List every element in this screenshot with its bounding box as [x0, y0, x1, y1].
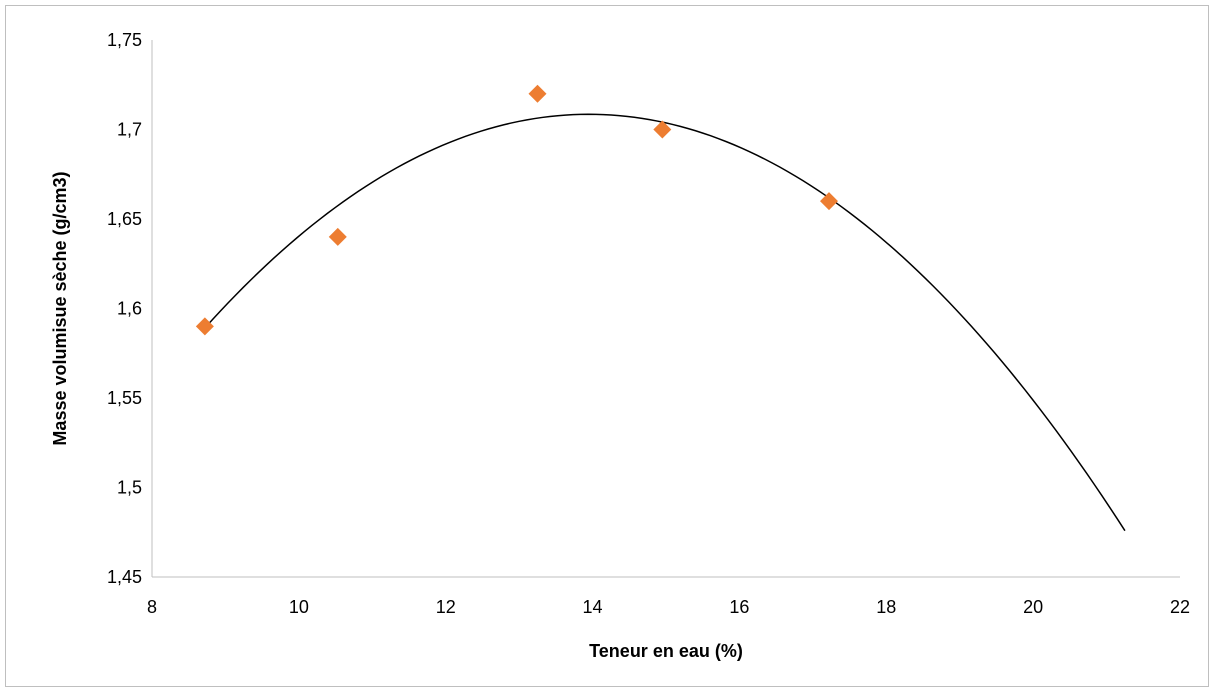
x-tick-labels: 8 10 12 14 16 18 20 22: [147, 597, 1190, 617]
x-tick-label: 12: [436, 597, 456, 617]
trendline: [204, 113, 1126, 532]
x-tick-label: 14: [583, 597, 603, 617]
x-tick-label: 22: [1170, 597, 1190, 617]
x-tick-label: 18: [876, 597, 896, 617]
data-point-marker: [653, 120, 672, 139]
y-tick-label: 1,75: [107, 30, 142, 50]
chart-frame: [5, 5, 1209, 687]
y-tick-labels: 1,45 1,5 1,55 1,6 1,65 1,7 1,75: [107, 30, 142, 587]
y-tick-label: 1,6: [117, 299, 142, 319]
x-axis-title: Teneur en eau (%): [589, 641, 743, 661]
y-tick-label: 1,55: [107, 388, 142, 408]
data-point-marker: [328, 227, 347, 246]
axes: [151, 40, 1180, 578]
y-tick-label: 1,7: [117, 120, 142, 140]
y-tick-label: 1,65: [107, 209, 142, 229]
y-axis-title: Masse volumisue sèche (g/cm3): [50, 171, 70, 445]
data-point-marker: [528, 84, 547, 103]
x-tick-label: 16: [729, 597, 749, 617]
x-tick-label: 10: [289, 597, 309, 617]
data-point-marker: [820, 192, 839, 211]
data-point-marker: [195, 317, 214, 336]
x-tick-label: 8: [147, 597, 157, 617]
data-points: [195, 84, 839, 336]
y-tick-label: 1,5: [117, 478, 142, 498]
y-tick-label: 1,45: [107, 567, 142, 587]
x-tick-label: 20: [1023, 597, 1043, 617]
